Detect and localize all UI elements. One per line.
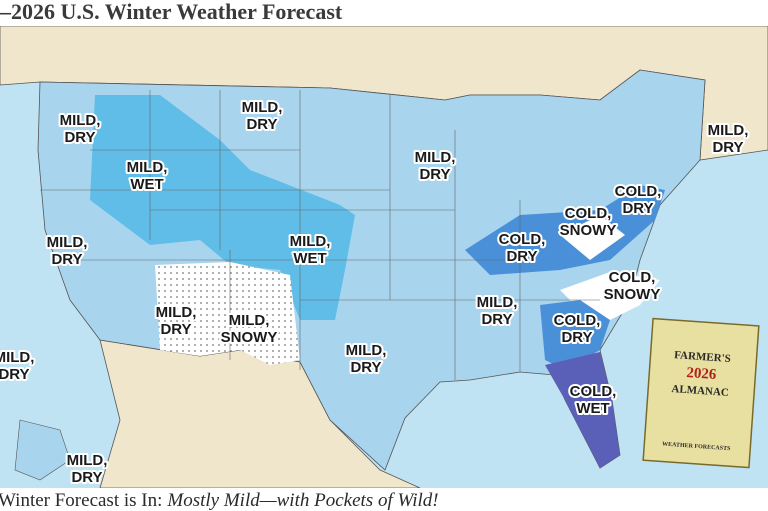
region-label: COLD, SNOWY [604, 269, 661, 303]
region-label: COLD, WET [570, 383, 617, 417]
region-label-line: MILD, [127, 159, 168, 176]
region-label: MILD,DRY [156, 304, 197, 338]
region-label: COLD, DRY [615, 183, 662, 217]
region-label-line: MILD, [415, 149, 456, 166]
alaska-hawaii [14, 419, 71, 481]
region-label-line: DRY [51, 251, 82, 268]
region-label-line: SNOWY [560, 222, 617, 239]
region-label: COLD, DRY [499, 231, 546, 265]
region-label-line: DRY [622, 200, 653, 217]
region-label-line: DRY [561, 329, 592, 346]
region-label-line: COLD, [615, 183, 662, 200]
region-label-line: MILD, [47, 234, 88, 251]
region-label-line: WET [293, 250, 326, 267]
cold-dry-zone [540, 300, 610, 370]
region-label-line: DRY [71, 469, 102, 486]
region-label: MILD,DRY [67, 452, 108, 486]
cover-title: FARMER'S [674, 349, 731, 365]
region-label-line: MILD, [346, 342, 387, 359]
region-label: MILD,DRY [708, 122, 749, 156]
cover-title: ALMANAC [671, 383, 729, 399]
region-label-line: COLD, [565, 205, 612, 222]
snowy-zone [155, 262, 300, 365]
region-label-line: SNOWY [221, 329, 278, 346]
caption-bar [0, 488, 768, 511]
wet-zone [90, 95, 355, 320]
state-borders [40, 90, 600, 380]
region-label: MILD, WET [290, 233, 331, 267]
region-label-line: COLD, [570, 383, 617, 400]
region-label: MILD,DRY [47, 234, 88, 268]
region-label: MILD, SNOWY [221, 312, 278, 346]
region-label-line: MILD, [0, 349, 34, 366]
region-label-line: DRY [419, 166, 450, 183]
cold-dry-zone [465, 185, 665, 275]
cold-wet-zone [545, 352, 620, 468]
region-label-line: DRY [481, 311, 512, 328]
region-label-line: COLD, [609, 269, 656, 286]
region-label-line: MILD, [229, 312, 270, 329]
region-label: COLD, DRY [554, 312, 601, 346]
region-label-line: WET [130, 176, 163, 193]
region-label-line: MILD, [708, 122, 749, 139]
region-label-line: MILD, [290, 233, 331, 250]
region-label-line: SNOWY [604, 286, 661, 303]
region-label-line: DRY [160, 321, 191, 338]
caption-lead: Winter Forecast is In: [0, 490, 162, 511]
region-label-line: COLD, [499, 231, 546, 248]
region-label: MILD,DRY [346, 342, 387, 376]
region-label: MILD, WET [127, 159, 168, 193]
region-label-line: DRY [350, 359, 381, 376]
region-label: MILD,DRY [477, 294, 518, 328]
title-bar [0, 0, 768, 26]
region-label-line: MILD, [477, 294, 518, 311]
region-label-line: COLD, [554, 312, 601, 329]
region-label-line: DRY [64, 129, 95, 146]
region-label-line: MILD, [60, 112, 101, 129]
region-label-line: MILD, [67, 452, 108, 469]
page-title: –2026 U.S. Winter Weather Forecast [0, 0, 343, 24]
region-label-line: DRY [246, 116, 277, 133]
region-label: MILD,DRY [415, 149, 456, 183]
region-label-line: MILD, [242, 99, 283, 116]
region-label-line: WET [576, 400, 609, 417]
region-label-line: DRY [0, 366, 30, 383]
caption-emphasis: Mostly Mild—with Pockets of Wild! [166, 490, 438, 511]
region-label: MILD,DRY [0, 349, 34, 383]
almanac-cover: FARMER'S 2026 ALMANAC WEATHER FORECASTS [642, 317, 760, 469]
region-label-line: DRY [506, 248, 537, 265]
snowy-zone [560, 215, 625, 260]
cover-footer: WEATHER FORECASTS [662, 441, 731, 452]
region-label: MILD,DRY [60, 112, 101, 146]
region-label-line: MILD, [156, 304, 197, 321]
region-label: MILD,DRY [242, 99, 283, 133]
region-label: COLD, SNOWY [560, 205, 617, 239]
caption: Winter Forecast is In: Mostly Mild—with P… [0, 490, 439, 511]
region-label-line: DRY [712, 139, 743, 156]
cover-year: 2026 [686, 365, 718, 383]
